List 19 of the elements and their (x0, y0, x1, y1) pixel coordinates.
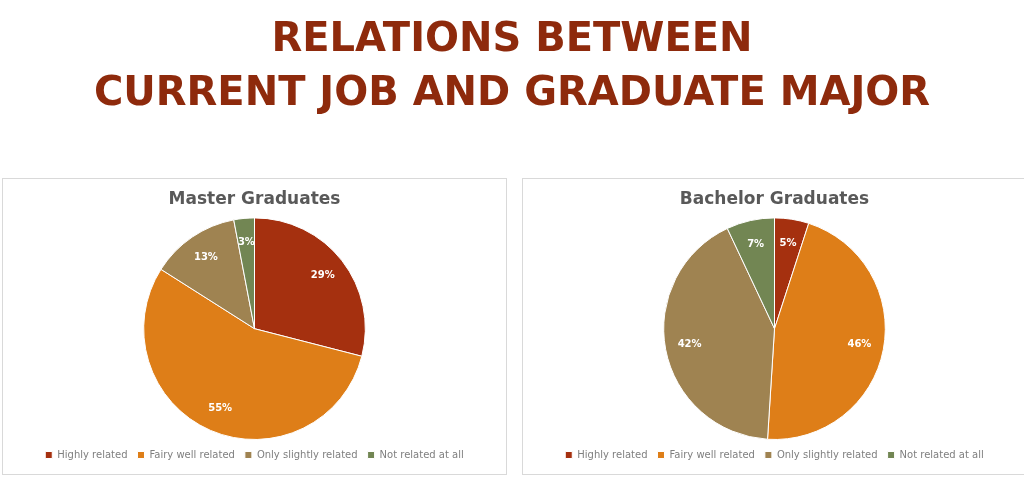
data-label: 3% (237, 236, 255, 248)
data-label: 46% (847, 338, 872, 350)
legend-label: Fairy well related (669, 448, 755, 460)
legend-label: Only slightly related (776, 448, 878, 460)
legend-label: Not related at all (899, 448, 984, 460)
data-label: 7% (747, 237, 765, 249)
data-label: 13% (193, 250, 218, 262)
legend-label: Highly related (577, 448, 648, 460)
data-label: 29% (310, 269, 335, 281)
legend-label: Fairy well related (149, 448, 235, 460)
legend-label: Not related at all (379, 448, 464, 460)
chart-title: Bachelor Graduates (679, 187, 870, 208)
chart-title: Master Graduates (168, 187, 341, 208)
legend-label: Highly related (57, 448, 128, 460)
legend-label: Only slightly related (256, 448, 358, 460)
text: RELATIONS BETWEEN CURRENT JOB AND GRADUATE MAJOR (92, 13, 932, 116)
data-label: 42% (677, 338, 702, 350)
data-label: 5% (779, 236, 797, 248)
data-label: 55% (208, 401, 233, 413)
